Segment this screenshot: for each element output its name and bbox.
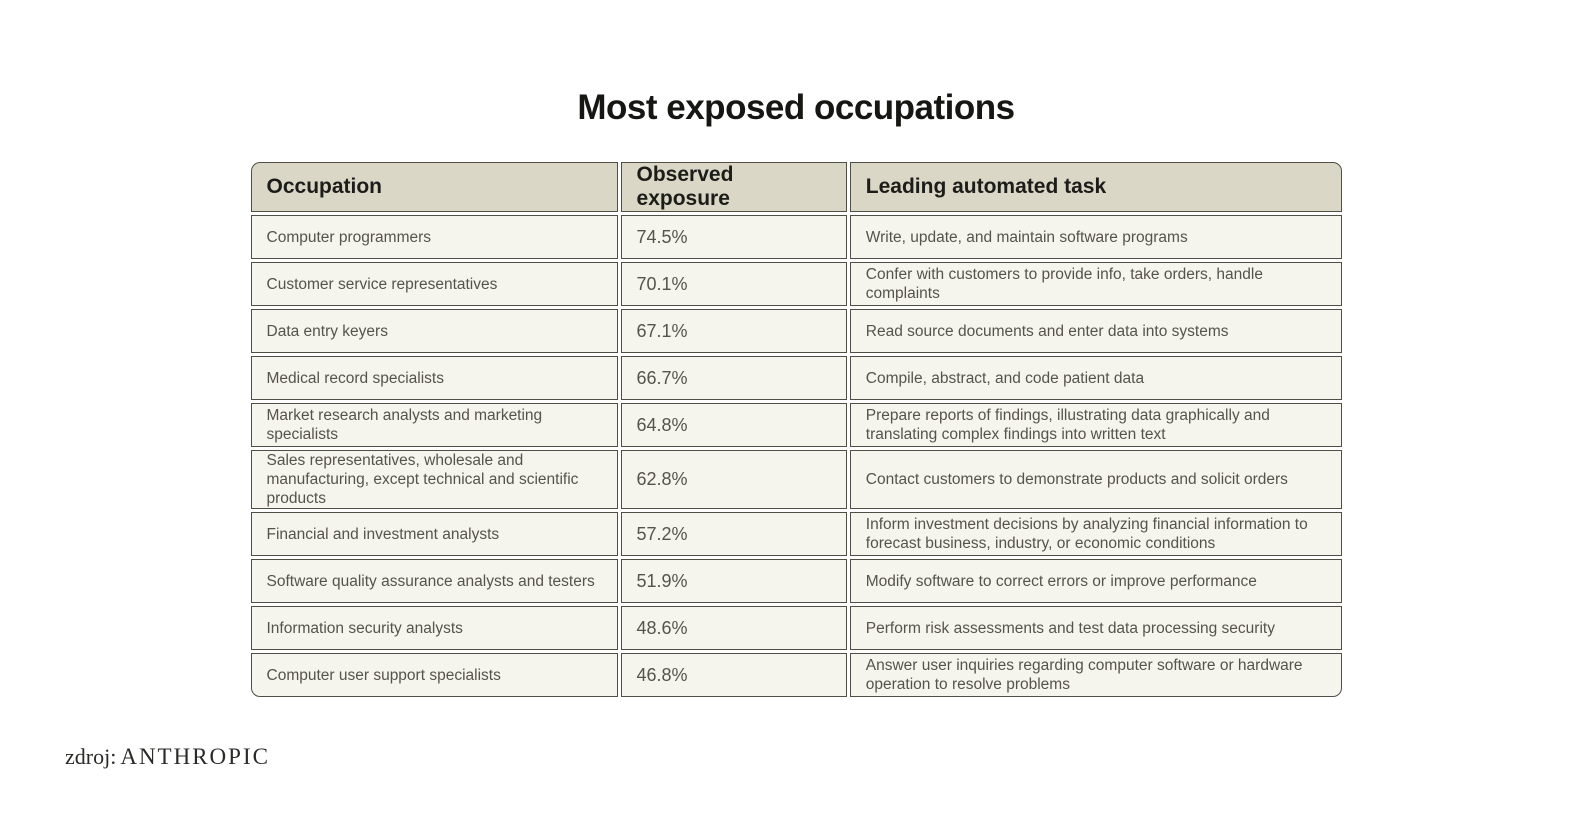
exposure-cell: 48.6% bbox=[620, 606, 847, 650]
task-cell: Contact customers to demonstrate product… bbox=[849, 450, 1342, 509]
occupation-cell: Customer service representatives bbox=[250, 262, 618, 306]
source-attribution: zdroj: ANTHROPIC bbox=[65, 744, 270, 770]
table-row: Medical record specialists 66.7% Compile, … bbox=[250, 356, 1342, 400]
table-header-row: Occupation Observed exposure Leading aut… bbox=[250, 162, 1342, 212]
occupation-cell: Software quality assurance analysts and … bbox=[250, 559, 618, 603]
task-cell: Answer user inquiries regarding computer… bbox=[849, 653, 1342, 697]
exposure-cell: 57.2% bbox=[620, 512, 847, 556]
source-brand-anthropic: ANTHROPIC bbox=[120, 744, 270, 769]
source-label: zdroj: bbox=[65, 744, 117, 769]
occupation-cell: Financial and investment analysts bbox=[250, 512, 618, 556]
occupation-cell: Market research analysts and marketing s… bbox=[250, 403, 618, 447]
column-header-occupation: Occupation bbox=[250, 162, 618, 212]
occupation-cell: Computer user support specialists bbox=[250, 653, 618, 697]
column-header-leading-automated-task: Leading automated task bbox=[849, 162, 1342, 212]
occupation-cell: Data entry keyers bbox=[250, 309, 618, 353]
occupation-cell: Computer programmers bbox=[250, 215, 618, 259]
task-cell: Inform investment decisions by analyzing… bbox=[849, 512, 1342, 556]
table-row: Market research analysts and marketing s… bbox=[250, 403, 1342, 447]
table-row: Customer service representatives 70.1% Con… bbox=[250, 262, 1342, 306]
task-cell: Prepare reports of findings, illustratin… bbox=[849, 403, 1342, 447]
exposure-cell: 66.7% bbox=[620, 356, 847, 400]
exposure-cell: 70.1% bbox=[620, 262, 847, 306]
table-row: Data entry keyers 67.1% Read source docume… bbox=[250, 309, 1342, 353]
exposure-cell: 51.9% bbox=[620, 559, 847, 603]
task-cell: Write, update, and maintain software pro… bbox=[849, 215, 1342, 259]
exposure-table: Occupation Observed exposure Leading aut… bbox=[248, 159, 1345, 700]
occupation-cell: Information security analysts bbox=[250, 606, 618, 650]
table-row: Information security analysts 48.6% Perfor… bbox=[250, 606, 1342, 650]
table-row: Software quality assurance analysts and … bbox=[250, 559, 1342, 603]
task-cell: Read source documents and enter data int… bbox=[849, 309, 1342, 353]
exposure-cell: 67.1% bbox=[620, 309, 847, 353]
exposure-cell: 46.8% bbox=[620, 653, 847, 697]
table-row: Financial and investment analysts 57.2% In… bbox=[250, 512, 1342, 556]
table-row: Sales representatives, wholesale and man… bbox=[250, 450, 1342, 509]
task-cell: Perform risk assessments and test data p… bbox=[849, 606, 1342, 650]
table-row: Computer user support specialists 46.8% An… bbox=[250, 653, 1342, 697]
task-cell: Compile, abstract, and code patient data bbox=[849, 356, 1342, 400]
column-header-observed-exposure: Observed exposure bbox=[620, 162, 847, 212]
exposure-cell: 62.8% bbox=[620, 450, 847, 509]
occupation-cell: Medical record specialists bbox=[250, 356, 618, 400]
table-row: Computer programmers 74.5% Write, update, … bbox=[250, 215, 1342, 259]
exposure-cell: 64.8% bbox=[620, 403, 847, 447]
task-cell: Confer with customers to provide info, t… bbox=[849, 262, 1342, 306]
page-title: Most exposed occupations bbox=[577, 88, 1015, 127]
task-cell: Modify software to correct errors or imp… bbox=[849, 559, 1342, 603]
occupation-cell: Sales representatives, wholesale and man… bbox=[250, 450, 618, 509]
exposure-cell: 74.5% bbox=[620, 215, 847, 259]
